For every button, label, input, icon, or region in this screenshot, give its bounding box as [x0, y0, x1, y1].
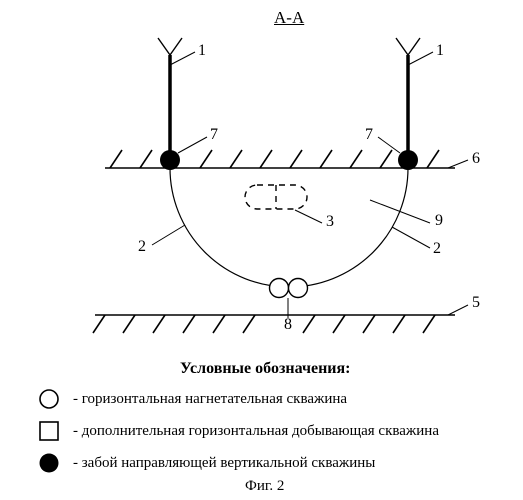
left-vertical-well [158, 38, 182, 170]
legend-square-text: - дополнительная горизонтальная добывающ… [73, 423, 439, 440]
label-6: 6 [472, 150, 480, 168]
right-filled-dot [398, 150, 418, 170]
right-vertical-well [396, 38, 420, 170]
left-filled-dot [160, 150, 180, 170]
circle-icon [35, 388, 63, 410]
square-icon [35, 420, 63, 442]
label-9: 9 [435, 212, 443, 230]
label-5: 5 [472, 294, 480, 312]
legend-row-circle: - горизонтальная нагнетательная скважина [35, 388, 347, 410]
leaders [152, 52, 468, 318]
label-2-left: 2 [138, 238, 146, 256]
arc-path [170, 168, 408, 287]
legend-circle-text: - горизонтальная нагнетательная скважина [73, 391, 347, 408]
label-8: 8 [284, 316, 292, 334]
figure-caption: Фиг. 2 [245, 478, 284, 495]
bottom-hatching [93, 315, 435, 333]
filled-circle-icon [35, 452, 63, 474]
top-hatching [110, 150, 439, 168]
label-1-right: 1 [436, 42, 444, 60]
label-7-left: 7 [210, 126, 218, 144]
label-7-right: 7 [365, 126, 373, 144]
bottom-circle-left [270, 279, 289, 298]
legend-filled-text: - забой направляющей вертикальной скважи… [73, 455, 375, 472]
page: A-A [0, 0, 523, 500]
label-1-left: 1 [198, 42, 206, 60]
legend-row-square: - дополнительная горизонтальная добывающ… [35, 420, 439, 442]
legend-row-filled: - забой направляющей вертикальной скважи… [35, 452, 375, 474]
legend-title: Условные обозначения: [180, 360, 351, 378]
bottom-circle-right [289, 279, 308, 298]
label-2-right: 2 [433, 240, 441, 258]
diagram-svg [0, 20, 523, 350]
label-3: 3 [326, 213, 334, 231]
dashed-well [245, 185, 307, 209]
